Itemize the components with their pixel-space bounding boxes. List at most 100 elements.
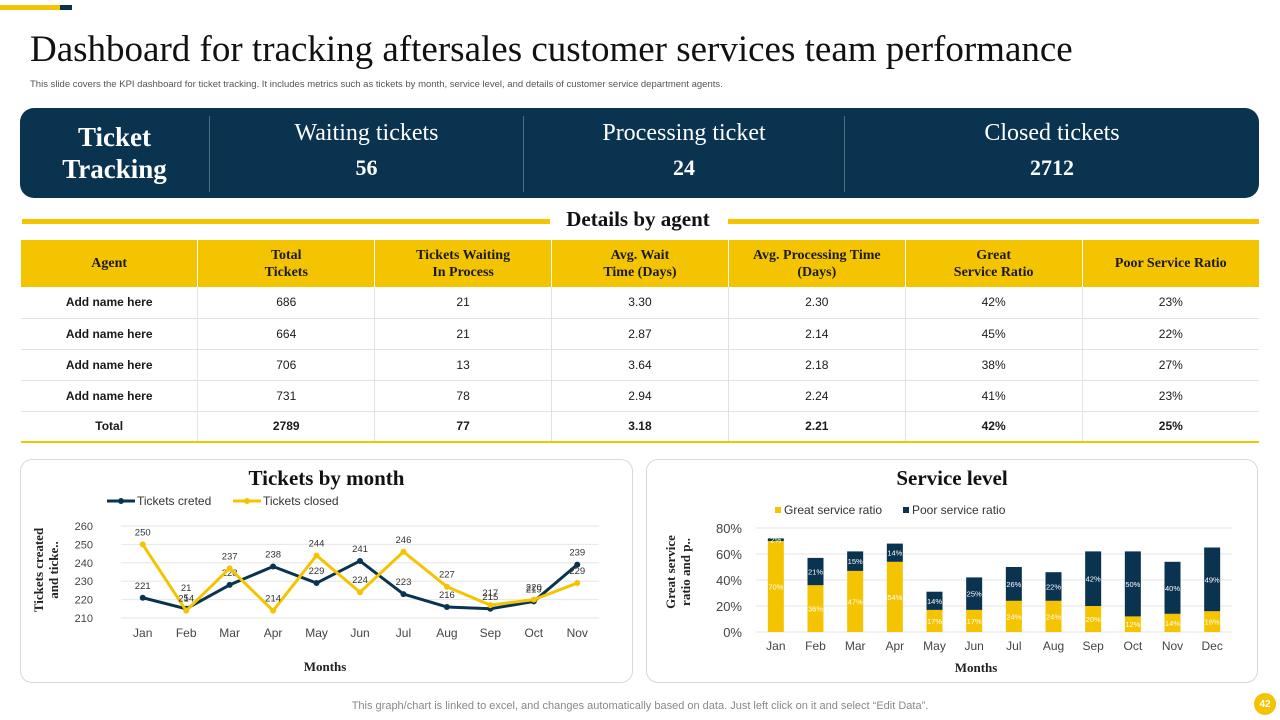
bar-value-label: 49%: [1205, 575, 1220, 584]
y-tick-label: 80%: [716, 521, 742, 536]
kpi-label: Closed tickets: [984, 120, 1120, 146]
y-tick-label: 0%: [723, 625, 742, 640]
data-point: [183, 607, 190, 614]
tickets-by-month-panel: Tickets by month 210 220 230 240 250 260 Jan Fe…: [20, 459, 633, 683]
bar-great: [1124, 616, 1141, 632]
table-cell: 25%: [1082, 411, 1259, 443]
data-label: 224: [352, 575, 368, 586]
table-cell: 664: [197, 318, 376, 350]
bar-poor: [1204, 547, 1221, 612]
bar-value-label: 22%: [1046, 583, 1061, 592]
x-tick-label: Mar: [845, 639, 866, 653]
bar-value-label: 16%: [1205, 618, 1220, 627]
data-label: 239: [569, 548, 585, 559]
x-tick-label: Feb: [805, 639, 826, 653]
y-tick-label: 230: [75, 576, 93, 588]
service-level-panel: Service level 0% 20% 40% 60% 80% Jan Feb Mar Apr…: [646, 459, 1258, 683]
bar-value-label: 70%: [768, 583, 783, 592]
data-point: [443, 583, 450, 590]
bar-poor: [966, 577, 983, 610]
chart-title: Service level: [896, 466, 1008, 490]
table-cell: 41%: [905, 380, 1083, 412]
table-cell: 22%: [1082, 318, 1259, 350]
legend-label: Great service ratio: [784, 503, 882, 517]
x-tick-label: Feb: [176, 626, 197, 640]
bar-value-label: 36%: [808, 605, 823, 614]
bar-poor: [807, 557, 824, 586]
table-cell: 3.64: [551, 349, 729, 381]
bar-great: [926, 609, 943, 632]
table-cell: 706: [197, 349, 376, 381]
table-cell: 42%: [905, 411, 1083, 443]
bar-value-label: 2%: [770, 536, 781, 545]
bar-value-label: 47%: [848, 597, 863, 606]
kpi-heading-line1: Ticket: [77, 122, 151, 152]
x-tick-label: Apr: [264, 626, 283, 640]
legend-marker: [118, 498, 124, 504]
kpi-value: 2712: [1030, 155, 1074, 180]
table-cell: 2789: [197, 411, 376, 443]
table-cell: 23%: [1082, 287, 1259, 319]
data-label: 237: [222, 551, 238, 562]
kpi-banner: Ticket Tracking Waiting tickets 56 Proce…: [20, 108, 1259, 198]
data-point: [574, 580, 581, 587]
bar-value-label: 24%: [1046, 612, 1061, 621]
column-header-avg-processing: Avg. Processing Time (Days): [728, 240, 906, 287]
data-label: 246: [396, 535, 412, 546]
table-cell: Add name here: [21, 318, 199, 350]
kpi-divider: [523, 116, 524, 192]
x-tick-label: Jun: [964, 639, 983, 653]
table-cell: Add name here: [21, 349, 199, 381]
bar-great: [1204, 611, 1221, 632]
kpi-card-closed: Closed tickets 2712: [845, 108, 1259, 198]
table-cell: 2.30: [728, 287, 906, 319]
kpi-card-processing: Processing ticket 24: [524, 108, 844, 198]
kpi-label: Processing ticket: [602, 120, 766, 146]
y-tick-label: 240: [75, 558, 93, 570]
x-tick-label: Nov: [567, 626, 588, 640]
bar-great: [767, 541, 784, 632]
table-cell: 27%: [1082, 349, 1259, 381]
bar-great: [847, 570, 864, 632]
y-axis-label: Tickets createdand ticke..: [31, 527, 61, 612]
kpi-card-waiting: Waiting tickets 56: [210, 108, 523, 198]
kpi-heading-line2: Tracking: [62, 154, 167, 184]
x-axis-label: Months: [955, 660, 998, 675]
table-cell: 2.18: [728, 349, 906, 381]
data-point: [270, 563, 277, 570]
x-tick-label: Jun: [350, 626, 369, 640]
legend-label: Tickets creted: [137, 494, 211, 508]
bar-value-label: 54%: [887, 593, 902, 602]
table-cell: 21: [374, 318, 553, 350]
table-row: Add name here 664 21 2.87 2.14 45% 22%: [21, 318, 1259, 350]
table-cell: Add name here: [21, 287, 199, 319]
legend-label: Tickets closed: [263, 494, 339, 508]
y-tick-label: 20%: [716, 599, 742, 614]
x-tick-label: Sep: [1082, 639, 1104, 653]
bar-value-label: 15%: [848, 557, 863, 566]
bar-great: [1164, 613, 1181, 632]
bar-poor: [847, 551, 864, 571]
data-label: 223: [396, 577, 412, 588]
x-tick-label: Jul: [1006, 639, 1021, 653]
kpi-label: Waiting tickets: [294, 120, 439, 146]
page-number: 42: [1254, 693, 1276, 715]
tickets-line-chart: 210 220 230 240 250 260 Jan Feb Mar Apr May Jun Jul A…: [31, 494, 599, 674]
x-tick-label: Jul: [396, 626, 411, 640]
x-tick-label: Dec: [1201, 639, 1222, 653]
column-header-total-tickets: Total Tickets: [197, 240, 376, 287]
data-label: 228: [222, 568, 238, 579]
bar-value-label: 25%: [967, 590, 982, 599]
column-header-agent: Agent: [21, 240, 199, 287]
data-label: 217: [482, 588, 498, 599]
table-cell: 3.30: [551, 287, 729, 319]
table-cell: 21: [374, 287, 553, 319]
data-point: [313, 552, 320, 559]
data-label: 229: [569, 566, 585, 577]
y-tick-label: 260: [75, 521, 93, 533]
data-label: 216: [439, 590, 455, 601]
data-point: [270, 607, 277, 614]
column-header-great-service: Great Service Ratio: [905, 240, 1083, 287]
x-tick-label: Apr: [885, 639, 904, 653]
bar-value-label: 24%: [1006, 612, 1021, 621]
